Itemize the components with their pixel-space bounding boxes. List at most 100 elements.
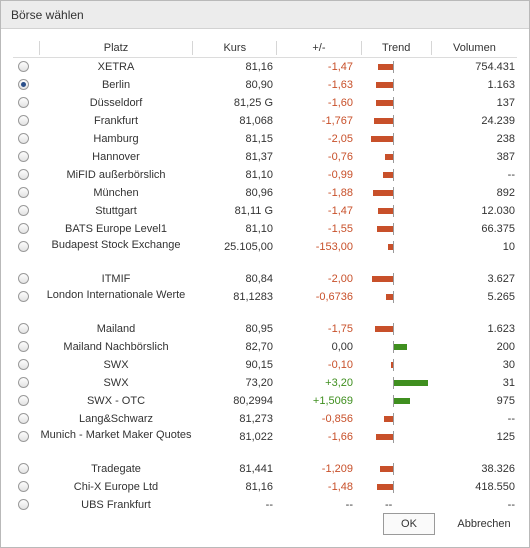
radio-button[interactable] [18,341,29,352]
radio-button[interactable] [18,463,29,474]
table-row[interactable]: BATS Europe Level1 81,10 -1,55 66.375 [13,220,517,238]
kurs-cell: 82,70 [245,341,273,353]
table-row[interactable]: SWX 73,20 +3,20 31 [13,374,517,392]
trend-axis [393,151,394,163]
radio-button[interactable] [18,395,29,406]
trend-cell [361,478,431,496]
volumen-cell: 418.550 [475,481,515,493]
header-kurs[interactable]: Kurs [192,41,276,55]
radio-button[interactable] [18,273,29,284]
dialog-title: Börse wählen [1,1,529,29]
radio-button[interactable] [18,359,29,370]
trend-axis [393,169,394,181]
radio-button[interactable] [18,61,29,72]
table-row[interactable]: Hannover 81,37 -0,76 387 [13,148,517,166]
table-row[interactable]: Tradegate 81,441 -1,209 38.326 [13,460,517,478]
radio-button[interactable] [18,481,29,492]
header-platz[interactable]: Platz [38,41,192,55]
trend-axis [393,395,394,407]
table-row[interactable]: Hamburg 81,15 -2,05 238 [13,130,517,148]
table-row[interactable]: Mailand Nachbörslich 82,70 0,00 200 [13,338,517,356]
platz-cell: Mailand [96,323,136,335]
radio-button[interactable] [18,241,29,252]
table-row[interactable]: Stuttgart 81,11 G -1,47 12.030 [13,202,517,220]
trend-bar [377,64,393,70]
volumen-cell: 31 [502,377,515,389]
radio-button[interactable] [18,291,29,302]
trend-bar [394,344,407,350]
ok-button[interactable]: OK [383,513,435,535]
table-row[interactable]: MiFID außerbörslich 81,10 -0,99 -- [13,166,517,184]
trend-axis [393,115,394,127]
change-cell: -1,66 [327,431,353,443]
trend-axis [393,241,394,253]
radio-button[interactable] [18,151,29,162]
platz-cell: Hamburg [93,133,139,145]
radio-button[interactable] [18,79,29,90]
kurs-cell: 90,15 [245,359,273,371]
table-row[interactable]: Munich - Market Maker Quotes 81,022 -1,66 1… [13,428,517,460]
radio-button[interactable] [18,187,29,198]
radio-button[interactable] [18,115,29,126]
volumen-cell: 10 [502,241,515,253]
volumen-cell: -- [507,499,515,511]
trend-bar [384,416,393,422]
radio-button[interactable] [18,205,29,216]
kurs-cell: 81,16 [245,481,273,493]
trend-bar [377,484,393,490]
change-cell: -1,209 [321,463,353,475]
radio-button[interactable] [18,377,29,388]
trend-bar [376,100,393,106]
platz-cell: Lang&Schwarz [79,413,153,425]
trend-axis [393,291,394,303]
table-row[interactable]: Düsseldorf 81,25 G -1,60 137 [13,94,517,112]
header-change[interactable]: +/- [276,41,360,55]
change-cell: -1,88 [327,187,353,199]
trend-bar [394,398,410,404]
table-row[interactable]: Mailand 80,95 -1,75 1.623 [13,320,517,338]
radio-button[interactable] [18,499,29,510]
table-row[interactable]: Lang&Schwarz 81,273 -0,856 -- [13,410,517,428]
platz-cell: Mailand Nachbörslich [63,341,169,353]
trend-cell [361,238,431,256]
trend-bar [380,466,393,472]
radio-button[interactable] [18,169,29,180]
header-volumen[interactable]: Volumen [430,41,517,55]
radio-button[interactable] [18,223,29,234]
trend-axis [393,223,394,235]
trend-cell [361,374,431,392]
table-row[interactable]: SWX 90,15 -0,10 30 [13,356,517,374]
trend-axis [393,341,394,353]
header-trend[interactable]: Trend [360,41,431,55]
table-row[interactable]: London Internationale Werte 81,1283 -0,673… [13,288,517,320]
change-cell: +1,5069 [312,395,353,407]
trend-cell [361,288,431,306]
table-row[interactable]: Berlin 80,90 -1,63 1.163 [13,76,517,94]
table-row[interactable]: SWX - OTC 80,2994 +1,5069 975 [13,392,517,410]
radio-button[interactable] [18,413,29,424]
radio-button[interactable] [18,323,29,334]
trend-cell: -- [361,496,431,514]
change-cell: -- [345,499,353,511]
trend-bar [387,244,393,250]
kurs-cell: 80,84 [245,273,273,285]
kurs-cell: 81,441 [239,463,273,475]
kurs-cell: 81,15 [245,133,273,145]
radio-button[interactable] [18,133,29,144]
table-row[interactable]: Budapest Stock Exchange 25.105,00 -153,00 1… [13,238,517,270]
platz-cell: Düsseldorf [89,97,143,109]
cancel-button[interactable]: Abbrechen [449,513,519,535]
table-row[interactable]: München 80,96 -1,88 892 [13,184,517,202]
change-cell: -2,05 [327,133,353,145]
trend-cell [361,202,431,220]
radio-button[interactable] [18,97,29,108]
trend-bar [373,190,393,196]
table-row[interactable]: Frankfurt 81,068 -1,767 24.239 [13,112,517,130]
table-row[interactable]: Chi-X Europe Ltd 81,16 -1,48 418.550 [13,478,517,496]
volumen-cell: 1.623 [487,323,515,335]
table-row[interactable]: XETRA 81,16 -1,47 754.431 [13,58,517,76]
radio-button[interactable] [18,431,29,442]
trend-bar [394,380,428,386]
table-row[interactable]: UBS Frankfurt -- -- -- -- [13,496,517,514]
table-row[interactable]: ITMIF 80,84 -2,00 3.627 [13,270,517,288]
